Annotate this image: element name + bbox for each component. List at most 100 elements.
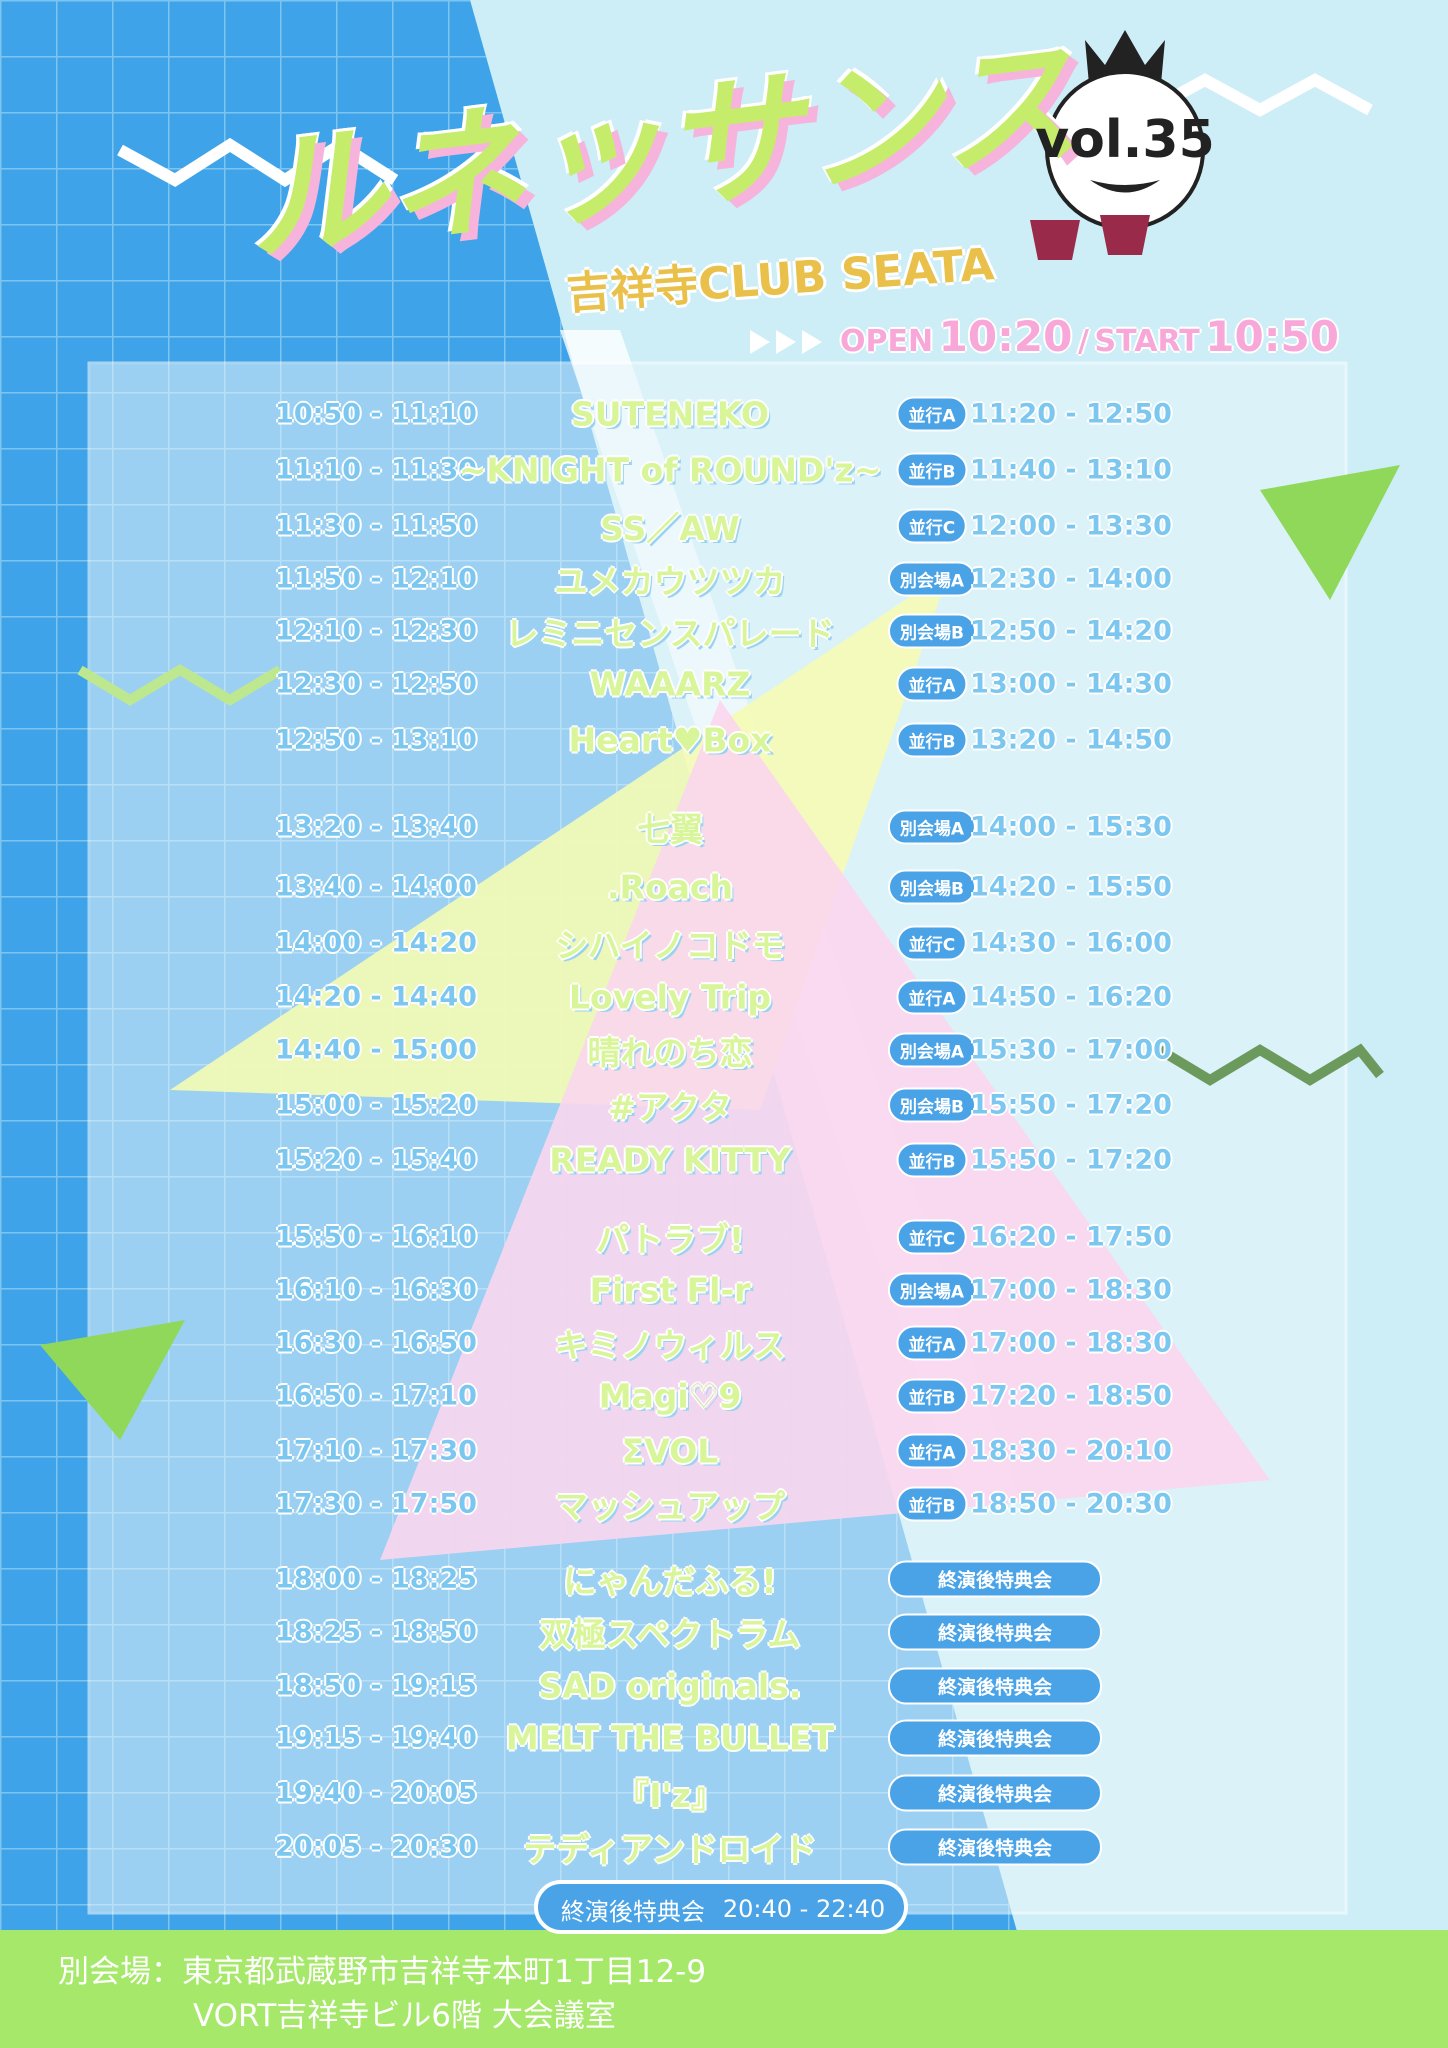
time-slot: 15:50 - 16:10 (275, 1221, 477, 1253)
sale-time: 15:50 - 17:20 (970, 1144, 1172, 1176)
sale-badge: 並行B (896, 452, 968, 488)
separator: / (1077, 324, 1089, 359)
time-slot: 15:20 - 15:40 (275, 1144, 477, 1176)
sale-badge: 別会場A (887, 1032, 977, 1068)
open-time: 10:20 (938, 312, 1073, 361)
sale-badge: 終演後特典会 (888, 1828, 1102, 1866)
time-slot: 18:25 - 18:50 (275, 1616, 477, 1648)
artist-name: マッシュアップ (554, 1487, 786, 1526)
sale-badge: 別会場A (887, 561, 977, 597)
time-slot: 12:50 - 13:10 (275, 724, 477, 756)
time-slot: 10:50 - 11:10 (275, 398, 477, 430)
artist-name: レミニセンスパレード (505, 614, 835, 653)
time-slot: 15:00 - 15:20 (275, 1089, 477, 1121)
sale-badge: 別会場B (888, 613, 976, 649)
sale-time: 14:00 - 15:30 (970, 811, 1172, 843)
sale-badge: 並行A (896, 666, 968, 702)
sale-time: 15:50 - 17:20 (970, 1089, 1172, 1121)
time-slot: 12:30 - 12:50 (275, 668, 477, 700)
time-slot: 13:40 - 14:00 (275, 871, 477, 903)
sale-time: 18:30 - 20:10 (970, 1435, 1172, 1467)
time-slot: 17:10 - 17:30 (275, 1435, 477, 1467)
artist-name: にゃんだふる! (563, 1562, 777, 1601)
sale-badge: 並行A (896, 396, 968, 432)
sale-time: 15:30 - 17:00 (970, 1034, 1172, 1066)
artist-name: 『I'z』 (616, 1776, 724, 1815)
sale-badge: 並行C (896, 925, 968, 961)
artist-name: キミノウィルス (554, 1326, 786, 1365)
time-slot: 18:00 - 18:25 (275, 1563, 477, 1595)
sale-badge: 並行B (896, 1486, 968, 1522)
time-slot: 16:10 - 16:30 (275, 1274, 477, 1306)
sale-badge: 別会場B (888, 869, 976, 905)
time-slot: 13:20 - 13:40 (275, 811, 477, 843)
sale-time: 13:00 - 14:30 (970, 668, 1172, 700)
artist-name: SAD originals. (538, 1666, 802, 1706)
artist-name: READY KITTY (549, 1140, 791, 1180)
open-label: OPEN (840, 324, 934, 359)
time-slot: 17:30 - 17:50 (275, 1488, 477, 1520)
sale-time: 17:20 - 18:50 (970, 1380, 1172, 1412)
time-slot: 18:50 - 19:15 (275, 1670, 477, 1702)
artist-name: WAAARZ (589, 664, 751, 704)
sale-badge: 並行A (896, 1325, 968, 1361)
time-slot: 11:30 - 11:50 (275, 510, 477, 542)
sale-time: 14:20 - 15:50 (970, 871, 1172, 903)
artist-name: First Fl-r (589, 1270, 751, 1310)
artist-name: #アクタ (608, 1088, 732, 1127)
sale-time: 18:50 - 20:30 (970, 1488, 1172, 1520)
footer-line: VORT吉祥寺ビル6階 大会議室 (193, 1998, 616, 2034)
footer-line: 別会場：東京都武蔵野市吉祥寺本町1丁目12-9 (58, 1954, 707, 1990)
sale-time: 12:50 - 14:20 (970, 615, 1172, 647)
open-start: OPEN 10:20 / START 10:50 (840, 312, 1339, 361)
artist-name: ユメカウツツカ (554, 562, 786, 601)
artist-name: 双極スペクトラム (539, 1615, 801, 1654)
vol: vol.35 (1035, 110, 1215, 170)
time-slot: 14:00 - 14:20 (275, 927, 477, 959)
time-slot: 14:20 - 14:40 (275, 981, 477, 1013)
final-label: 終演後特典会 (560, 1897, 705, 1926)
sale-time: 17:00 - 18:30 (970, 1274, 1172, 1306)
sale-badge: 並行A (896, 979, 968, 1015)
sale-time: 14:30 - 16:00 (970, 927, 1172, 959)
sale-badge: 並行C (896, 1219, 968, 1255)
time-slot: 19:40 - 20:05 (275, 1777, 477, 1809)
artist-name: 晴れのち恋 (587, 1033, 753, 1072)
artist-name: MELT THE BULLET (505, 1718, 835, 1758)
artist-name: Magi♡9 (598, 1376, 742, 1416)
artist-name: 七翼 (637, 810, 703, 849)
artist-name: ΣVOL (621, 1431, 719, 1471)
sale-badge: 並行B (896, 1142, 968, 1178)
artist-name: SS／AW (600, 509, 740, 548)
final-time: 20:40 - 22:40 (722, 1895, 886, 1923)
sale-badge: 別会場A (887, 809, 977, 845)
artist-name: Heart♥Box (568, 720, 772, 760)
sale-time: 17:00 - 18:30 (970, 1327, 1172, 1359)
sale-time: 11:20 - 12:50 (970, 398, 1172, 430)
time-slot: 16:30 - 16:50 (275, 1327, 477, 1359)
sale-badge: 並行C (896, 508, 968, 544)
artist-name: Lovely Trip (569, 977, 771, 1017)
time-slot: 16:50 - 17:10 (275, 1380, 477, 1412)
time-slot: 12:10 - 12:30 (275, 615, 477, 647)
sale-badge: 並行A (896, 1433, 968, 1469)
sale-badge: 並行B (896, 1378, 968, 1414)
time-slot: 14:40 - 15:00 (275, 1034, 477, 1066)
footer: 別会場：東京都武蔵野市吉祥寺本町1丁目12-9 VORT吉祥寺ビル6階 大会議室 (58, 1950, 706, 2038)
sale-time: 13:20 - 14:50 (970, 724, 1172, 756)
artist-name: .Roach (607, 867, 733, 907)
sale-badge: 別会場A (887, 1272, 977, 1308)
sale-time: 12:30 - 14:00 (970, 563, 1172, 595)
artist-name: パトラブ! (595, 1220, 745, 1259)
sale-time: 11:40 - 13:10 (970, 454, 1172, 486)
sale-badge: 終演後特典会 (888, 1560, 1102, 1598)
final-event: 終演後特典会 20:40 - 22:40 (536, 1882, 910, 1936)
start-time: 10:50 (1205, 312, 1339, 361)
artist-name: ~KNIGHT of ROUND'z~ (458, 450, 882, 490)
time-slot: 11:10 - 11:30 (275, 454, 477, 486)
sale-time: 12:00 - 13:30 (970, 510, 1172, 542)
sale-badge: 並行B (896, 722, 968, 758)
artist-name: SUTENEKO (571, 394, 769, 434)
